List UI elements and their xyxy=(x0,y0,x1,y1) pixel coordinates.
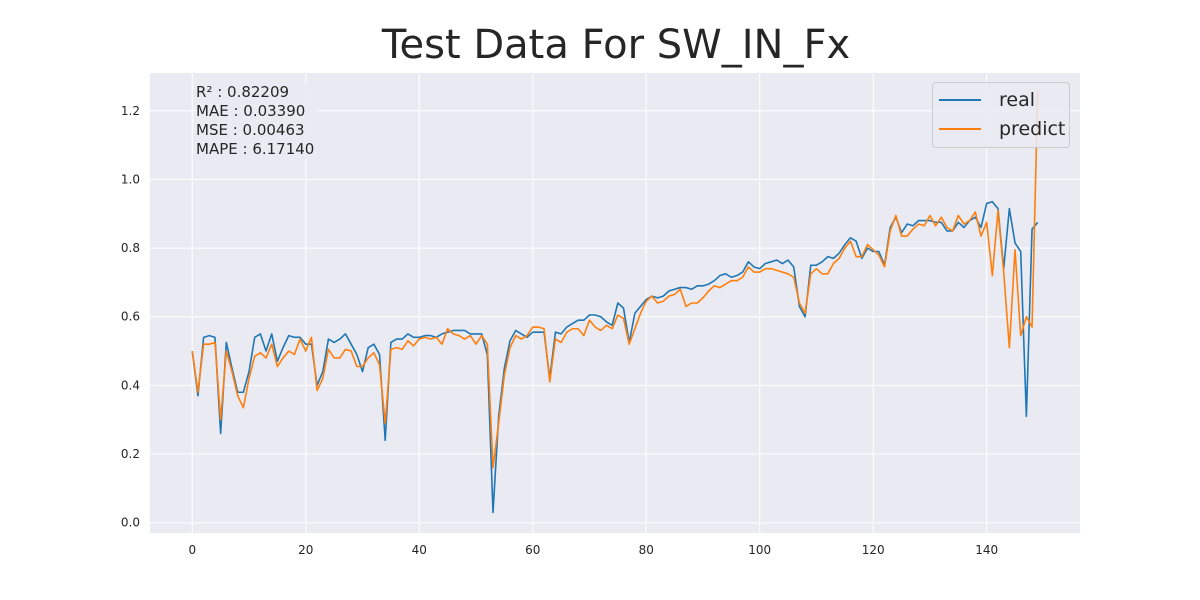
y-tick-label: 0.2 xyxy=(121,447,140,461)
y-tick-label: 0.6 xyxy=(121,310,140,324)
y-tick-label: 1.0 xyxy=(121,172,140,186)
metric-r2: R² : 0.82209 xyxy=(196,83,290,101)
legend: real predict xyxy=(932,82,1070,148)
y-tick-label: 0.0 xyxy=(121,516,140,530)
x-tick-label: 40 xyxy=(412,543,427,557)
y-tick-label: 0.8 xyxy=(121,241,140,255)
x-tick-label: 120 xyxy=(862,543,885,557)
axis-ticks: 0 20 40 60 80 100 120 140 0.0 0.2 0.4 0.6 0.8 1.0 1.2 xyxy=(121,104,998,557)
series-line-predict xyxy=(191,90,1039,469)
legend-label-predict: predict xyxy=(999,118,1066,140)
legend-label-real: real xyxy=(999,89,1036,111)
legend-item-predict: predict xyxy=(939,117,1065,141)
chart-title: Test Data For SW_IN_Fx xyxy=(381,22,851,68)
x-tick-label: 80 xyxy=(639,543,654,557)
x-tick-label: 0 xyxy=(188,543,196,557)
legend-swatch-predict xyxy=(939,128,981,130)
legend-item-real: real xyxy=(939,88,1035,112)
y-tick-label: 0.4 xyxy=(121,378,140,392)
x-tick-label: 20 xyxy=(298,543,313,557)
metrics-annotation: R² : 0.82209 MAE : 0.03390 MSE : 0.00463… xyxy=(196,83,319,159)
x-tick-label: 100 xyxy=(748,543,771,557)
series-layer xyxy=(191,90,1039,514)
x-tick-label: 140 xyxy=(975,543,998,557)
legend-swatch-real xyxy=(939,99,981,101)
metric-mse: MSE : 0.00463 xyxy=(196,121,305,139)
metric-mae: MAE : 0.03390 xyxy=(196,102,306,120)
x-tick-label: 60 xyxy=(525,543,540,557)
y-tick-label: 1.2 xyxy=(121,104,140,118)
metric-mape: MAPE : 6.17140 xyxy=(196,140,315,158)
